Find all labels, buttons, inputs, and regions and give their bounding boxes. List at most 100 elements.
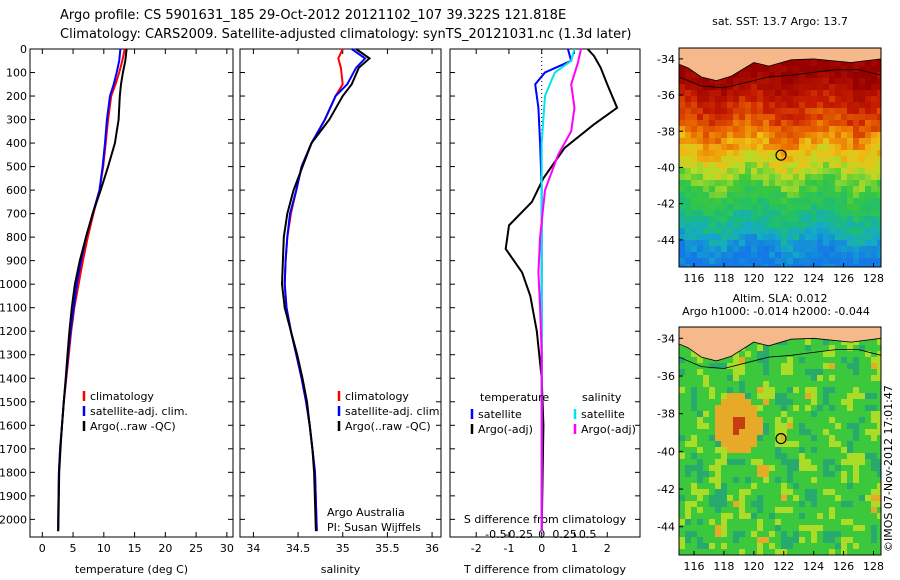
depth-tick-label: 1200 [0,325,27,338]
difference-profile-xtick-label: -1 [503,542,514,555]
difference-xlabel-top: S difference from climatology [464,513,627,526]
sla-map-ytick-label: -34 [657,332,675,345]
temperature-profile-xtick-label: 5 [70,542,77,555]
depth-tick-label: 2000 [0,513,27,526]
difference-profile-axes-box [449,48,641,538]
depth-tick-label: 1100 [0,302,27,315]
sla-map-float-marker [775,432,787,445]
sst-map-ytick-label: -36 [657,89,675,102]
sst-map: 116 118 120 122 124 126 128 -34 -36 -38 -40 -42 -44 [657,47,884,285]
temperature-profile-axes-box [29,48,234,538]
sla-map-field [679,327,881,555]
sst-map-xtick-label: 120 [743,272,764,285]
difference-profile-xtick-label: -2 [471,542,482,555]
sla-map-ytick-label: -38 [657,408,675,421]
salinity-profile-xtick-label: 35 [336,542,350,555]
sla-map-xtick-label: 120 [743,560,764,573]
sst-map-xtick-label: 124 [803,272,824,285]
sst-map-xtick-label: 128 [863,272,884,285]
salinity-profile-xlabel: salinity [321,563,361,576]
depth-tick-label: 300 [6,114,27,127]
sst-map-ytick-label: -44 [657,234,675,247]
sla-map-ytick-label: -36 [657,370,675,383]
temperature-profile-xtick-label: 0 [39,542,46,555]
sst-map-land [679,48,881,82]
depth-tick-label: 1300 [0,349,27,362]
sst-map-float-marker [775,149,787,161]
depth-tick-label: 800 [6,231,27,244]
legend-label: satellite-adj. clim. [90,405,188,418]
legend-label: Argo(-adj) [478,423,533,436]
legend-heading: salinity [582,391,622,404]
temperature-profile-xtick-label: 30 [220,542,234,555]
sla-map-xtick-label: 124 [803,560,824,573]
salinity-profile-axes-box [239,48,442,538]
sst-map-xtick-label: 118 [713,272,734,285]
temperature-profile-xtick-label: 25 [189,542,203,555]
sst-map-ytick-label: -34 [657,53,675,66]
sst-map-xtick-label: 122 [773,272,794,285]
depth-tick-label: 1900 [0,490,27,503]
sla-map-xtick-label: 116 [683,560,704,573]
sla-map-xtick-label: 122 [773,560,794,573]
temperature-profile-series-argo-raw-qc- [57,48,128,532]
sla-map-isobath [679,349,881,369]
sla-map-title-line1: Altim. SLA: 0.012 [732,292,827,305]
sla-map-frame [678,326,882,556]
depth-tick-label: 400 [6,137,27,150]
sst-map-xtick-label: 116 [683,272,704,285]
legend-label: satellite-adj. clim. [345,405,443,418]
legend-label: Argo(..raw -QC) [345,420,431,433]
depth-tick-label: 1700 [0,443,27,456]
difference-profile-xtick-label: 1 [571,542,578,555]
difference-profile-series-argo-adj- [537,48,582,532]
salinity-profile-series-argo-raw-qc- [280,48,372,532]
temperature-profile-xlabel: temperature (deg C) [75,563,188,576]
figure-title-line2: Climatology: CARS2009. Satellite-adjuste… [60,27,632,42]
salinity-profile-xtick-label: 34 [246,542,260,555]
sla-map-ytick-label: -42 [657,483,675,496]
sla-map-ytick-label: -44 [657,521,675,534]
depth-tick-label: 500 [6,161,27,174]
sla-map: 116 118 120 122 124 126 128 -34 -36 -38 -40 -42 -44 [657,326,884,573]
sst-map-field [679,48,881,267]
depth-tick-label: 900 [6,255,27,268]
sla-map-xtick-label: 128 [863,560,884,573]
sst-map-xtick-label: 126 [833,272,854,285]
temperature-profile-xtick-label: 10 [97,542,111,555]
difference-profile-panel: -2 -1 0 1 2 T difference from climatology S di… [449,48,641,576]
salinity-diff-tick-label: 0.5 [579,528,597,541]
sla-map-xtick-label: 126 [833,560,854,573]
sst-map-isobath [679,69,881,89]
salinity-diff-tick-label: 0.25 [552,528,577,541]
salinity-diff-tick-label: 0 [538,528,545,541]
depth-tick-label: 600 [6,184,27,197]
depth-tick-label: 1400 [0,372,27,385]
sst-map-ytick-label: -42 [657,198,675,211]
legend-label: Argo(-adj) [581,423,636,436]
legend-label: satellite [478,408,522,421]
depth-tick-label: 200 [6,90,27,103]
difference-profile-xlabel: T difference from climatology [463,563,626,576]
credit-line1: Argo Australia [327,506,405,519]
sla-map-ytick-label: -40 [657,445,675,458]
sst-map-ytick-label: -38 [657,125,675,138]
temperature-profile-panel: 0 5 10 15 20 25 30 temperature (deg C) 0 100 200 30… [0,43,234,576]
depth-tick-label: 700 [6,208,27,221]
difference-profile-series-argo-adj- [504,48,619,532]
legend-heading: temperature [480,391,549,404]
legend-label: satellite [581,408,625,421]
salinity-profile-xtick-label: 36 [425,542,439,555]
salinity-profile-panel: 34 34.5 35 35.5 36 salinity climatology satelli… [239,48,443,576]
depth-tick-label: 1600 [0,419,27,432]
difference-profile-xtick-label: 0 [538,542,545,555]
salinity-diff-tick-label: -0.25 [505,528,533,541]
sst-map-title: sat. SST: 13.7 Argo: 13.7 [712,15,848,28]
figure-title-line1: Argo profile: CS 5901631_185 29-Oct-2012… [60,8,567,23]
temperature-profile-xtick-label: 20 [158,542,172,555]
credit-line2: PI: Susan Wijffels [327,521,421,534]
legend-label: climatology [345,390,409,403]
depth-tick-label: 1000 [0,278,27,291]
sst-map-ytick-label: -40 [657,161,675,174]
